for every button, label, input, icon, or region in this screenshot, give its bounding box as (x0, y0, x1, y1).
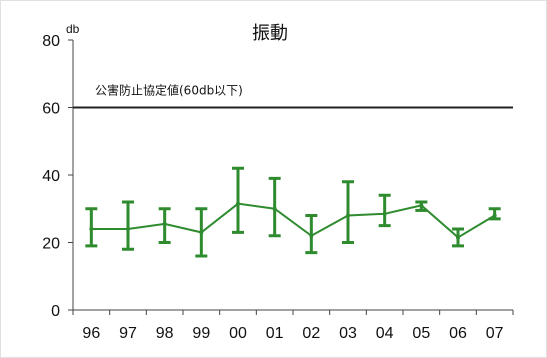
x-tick-label: 02 (302, 325, 320, 342)
x-tick-label: 99 (192, 325, 210, 342)
data-point (419, 203, 424, 208)
x-tick-label: 97 (119, 325, 137, 342)
y-axis-unit: db (66, 22, 80, 36)
data-point (199, 230, 204, 235)
reference-line-label: 公害防止協定値(60db以下) (95, 83, 243, 98)
y-tick-label: 40 (42, 168, 60, 185)
chart-title: 振動 (252, 23, 288, 44)
data-point (272, 206, 277, 211)
y-tick-label: 60 (42, 101, 60, 118)
y-tick-label: 80 (42, 33, 60, 50)
data-point (492, 213, 497, 218)
x-tick-label: 01 (266, 325, 284, 342)
data-point (126, 227, 130, 231)
x-tick-label: 96 (82, 325, 100, 342)
x-tick-label: 07 (486, 325, 504, 342)
data-point (382, 211, 387, 216)
data-point (236, 201, 240, 206)
data-point (346, 213, 350, 218)
y-tick-label: 20 (42, 236, 60, 253)
y-tick-label: 0 (51, 303, 60, 320)
x-tick-label: 98 (156, 325, 174, 342)
data-point (309, 233, 314, 238)
series-line (91, 202, 496, 239)
x-tick-label: 00 (229, 325, 247, 342)
x-tick-label: 03 (339, 325, 357, 342)
data-point (89, 227, 94, 231)
x-tick-label: 05 (412, 325, 430, 342)
x-tick-label: 04 (376, 325, 394, 342)
data-point (162, 221, 167, 226)
x-tick-label: 06 (449, 325, 467, 342)
data-point (456, 235, 460, 240)
